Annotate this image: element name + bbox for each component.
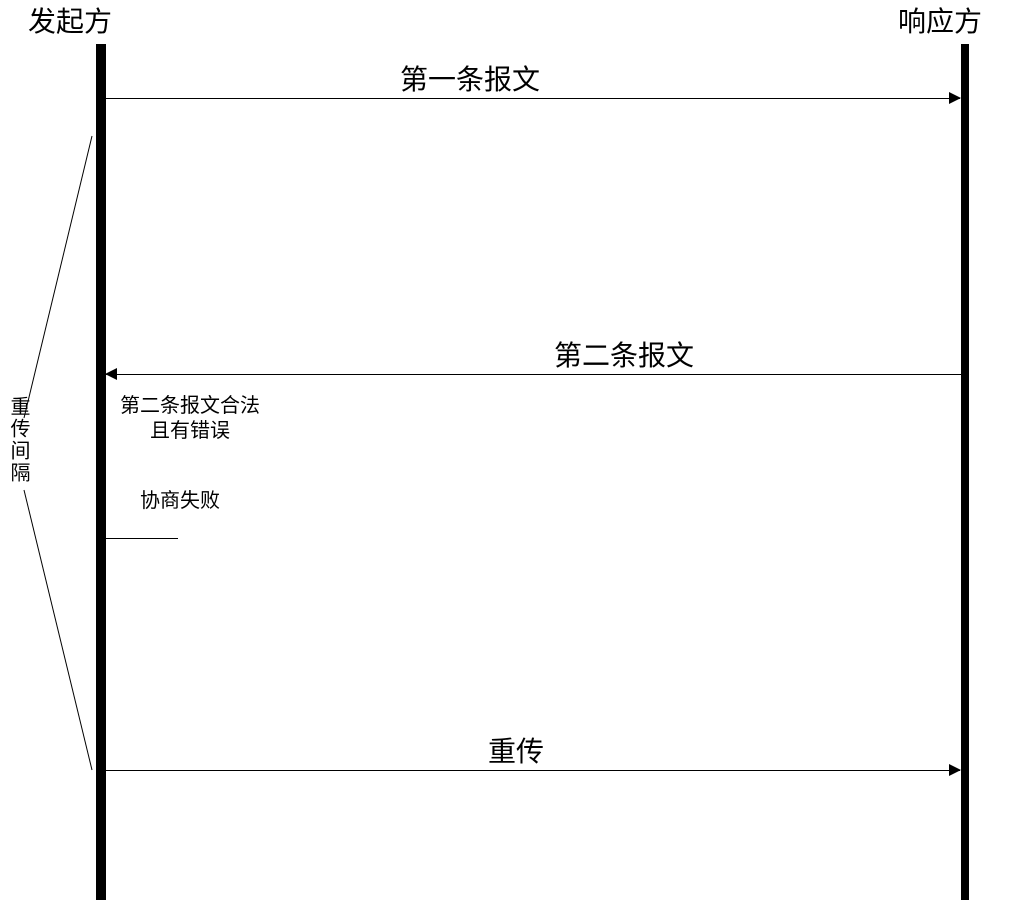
msg2-label: 第二条报文 xyxy=(554,334,694,374)
responder-label: 响应方 xyxy=(898,0,982,40)
bracket-svg xyxy=(0,0,1025,910)
bracket-bottom-line xyxy=(24,490,92,770)
msg2-arrow xyxy=(106,374,968,375)
tick-mark xyxy=(106,538,178,539)
bracket-top-line xyxy=(24,136,92,418)
initiator-lifeline xyxy=(96,44,106,900)
initiator-label: 发起方 xyxy=(28,0,112,40)
note-msg2-status: 第二条报文合法 且有错误 xyxy=(120,394,260,444)
note-msg2-line1: 第二条报文合法 xyxy=(120,394,260,419)
note-negotiation-failed: 协商失败 xyxy=(140,484,220,513)
msg3-arrow xyxy=(106,770,960,771)
msg3-label: 重传 xyxy=(488,730,544,770)
msg1-arrow xyxy=(106,98,960,99)
note-msg2-line2: 且有错误 xyxy=(120,419,260,444)
responder-lifeline xyxy=(961,44,969,900)
msg1-label: 第一条报文 xyxy=(400,58,540,98)
bracket-label: 重传间隔 xyxy=(4,396,33,484)
